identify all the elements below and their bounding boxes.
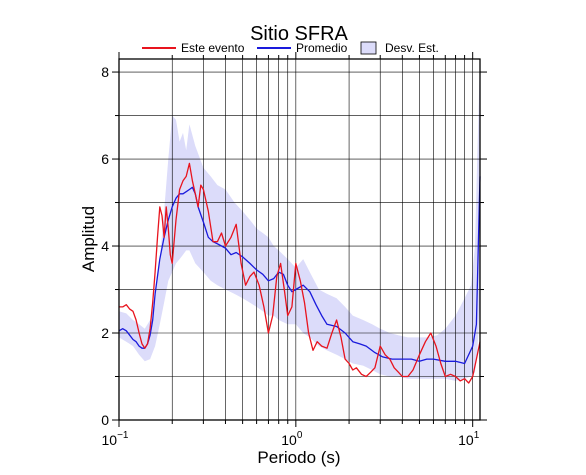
series-line-promedio [118,176,481,365]
std-dev-band [119,59,480,381]
legend-swatch-band [360,41,377,55]
plot-frame [118,58,481,421]
series-layer [118,162,481,384]
x-tick-label: 100 [281,430,303,448]
std-dev-band-layer [119,59,480,381]
legend-label: Promedio [296,41,348,55]
x-tick-label-base: 10 [458,432,474,448]
y-tick-label: 4 [101,238,109,254]
x-tick-label-exponent: 0 [297,430,303,441]
x-tick-label: 101 [458,430,480,448]
x-tick-label-base: 10 [281,432,297,448]
series-line-este-evento [119,162,481,384]
x-tick-label: 10−1 [102,430,129,448]
x-tick-label-exponent: −1 [117,430,129,441]
legend-label: Este evento [181,41,245,55]
y-tick-label: 0 [101,412,109,428]
x-axis-label: Periodo (s) [257,448,340,467]
y-tick-label: 2 [101,325,109,341]
y-tick-label: 6 [101,151,109,167]
legend-label: Desv. Est. [385,41,439,55]
x-tick-label-exponent: 1 [474,430,480,441]
legend: Este evento Promedio Desv. Est. [142,41,439,55]
grid-layer [118,59,480,420]
y-axis-label: Amplitud [79,206,98,272]
x-tick-label-base: 10 [102,432,118,448]
chart-title: Sitio SFRA [250,23,348,45]
y-tick-label: 8 [101,64,109,80]
